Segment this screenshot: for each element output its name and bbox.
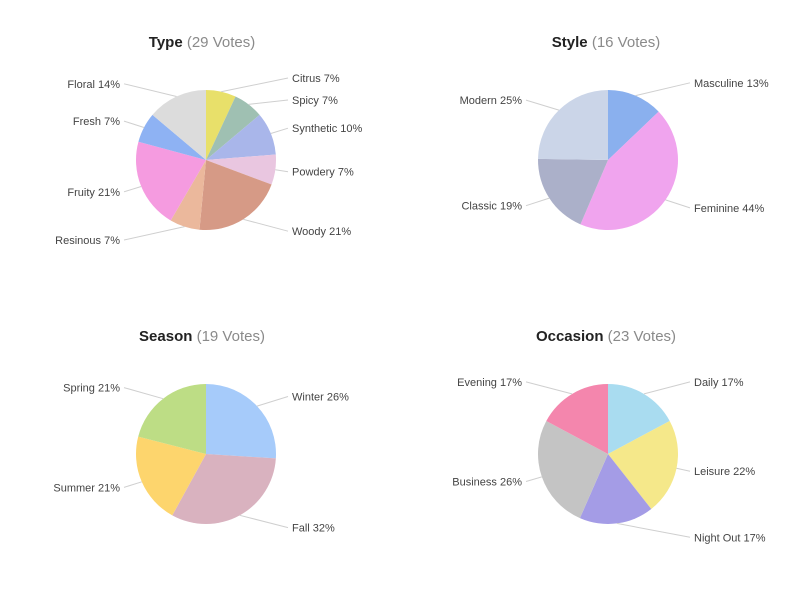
- pie-slice[interactable]: [206, 90, 236, 160]
- pie-panel-style: Style (16 Votes): [404, 10, 808, 304]
- label-connector: [243, 218, 289, 232]
- votes-count: (16 Votes): [591, 34, 661, 51]
- label-connector: [275, 169, 289, 173]
- pie-slice[interactable]: [206, 384, 276, 459]
- pie-slice[interactable]: [580, 111, 678, 230]
- votes-count: (23 Votes): [607, 328, 677, 345]
- slice-label: Winter 26%: [292, 391, 349, 403]
- chart-title-text: Style: [551, 34, 588, 51]
- pie-slice[interactable]: [152, 90, 206, 160]
- pie-slice[interactable]: [546, 384, 608, 454]
- slice-label: Spring 21%: [63, 383, 120, 395]
- slice-label: Fall 32%: [292, 523, 335, 535]
- pie-season: Winter 26% Fall 32% Spring 21% Summer 21%: [53, 383, 349, 535]
- slice-label: Daily 17%: [694, 377, 744, 389]
- chart-title: Type (29 Votes): [0, 34, 404, 51]
- slice-label: Floral 14%: [67, 79, 120, 91]
- slice-label: Summer 21%: [53, 482, 120, 494]
- label-connector: [256, 396, 289, 407]
- pie-slice[interactable]: [206, 96, 260, 160]
- label-connector: [643, 381, 691, 395]
- slice-label: Spicy 7%: [292, 95, 338, 107]
- chart-title: Style (16 Votes): [404, 34, 808, 51]
- pie-slice[interactable]: [608, 384, 670, 454]
- pie-panel-season: Season (19 Votes): [0, 304, 404, 598]
- label-connector: [123, 83, 177, 97]
- label-connector: [248, 99, 289, 105]
- pie-panel-occasion: Occasion (23 Votes): [404, 304, 808, 598]
- slice-label: Night Out 17%: [694, 532, 766, 544]
- slice-label: Fruity 21%: [67, 187, 120, 199]
- chart-title: Occasion (23 Votes): [404, 328, 808, 345]
- label-connector: [123, 226, 185, 241]
- slice-label: Powdery 7%: [292, 167, 354, 179]
- pie-occasion: Daily 17% Leisure 22% Night Out 17% Evening…: [452, 377, 765, 544]
- label-connector: [220, 77, 289, 93]
- slice-label: Business 26%: [452, 476, 522, 488]
- votes-count: (29 Votes): [186, 34, 256, 51]
- label-connector: [676, 467, 691, 472]
- pie-slice[interactable]: [170, 160, 206, 230]
- label-connector: [239, 514, 289, 529]
- slice-label: Resinous 7%: [55, 235, 120, 247]
- pie-slice[interactable]: [138, 114, 206, 160]
- slice-label: Classic 19%: [461, 201, 522, 213]
- label-connector: [270, 127, 289, 134]
- label-connector: [123, 186, 142, 193]
- pie-slice[interactable]: [206, 154, 277, 185]
- slice-label: Synthetic 10%: [292, 123, 363, 135]
- pie-slice[interactable]: [138, 384, 206, 454]
- pie-type: Citrus 7% Spicy 7% Synthetic 10% Powdery 7%…: [55, 73, 362, 247]
- pie-slice[interactable]: [537, 420, 608, 519]
- chart-title-text: Type: [148, 34, 183, 51]
- pie-slice[interactable]: [136, 436, 206, 516]
- chart-title: Season (19 Votes): [0, 328, 404, 345]
- slice-label: Woody 21%: [292, 226, 351, 238]
- pie-slice[interactable]: [538, 158, 608, 225]
- votes-count: (19 Votes): [196, 328, 265, 345]
- pie-slice[interactable]: [172, 454, 276, 524]
- pie-slice[interactable]: [579, 454, 652, 525]
- label-connector: [123, 481, 142, 488]
- label-connector: [616, 522, 691, 538]
- slice-label: Modern 25%: [460, 95, 523, 107]
- pie-slice[interactable]: [538, 90, 608, 160]
- label-connector: [525, 99, 560, 111]
- slice-label: Citrus 7%: [292, 73, 340, 85]
- label-connector: [525, 381, 573, 395]
- label-connector: [665, 199, 691, 209]
- label-connector: [635, 82, 691, 97]
- pie-panel-type: Type (29 Votes): [0, 10, 404, 304]
- pie-slice[interactable]: [135, 141, 206, 221]
- slice-label: Fresh 7%: [73, 116, 120, 128]
- pie-slice[interactable]: [608, 420, 678, 510]
- slice-label: Masculine 13%: [694, 78, 769, 90]
- slice-label: Evening 17%: [457, 377, 522, 389]
- chart-title-text: Season: [139, 328, 193, 345]
- label-connector: [123, 120, 145, 128]
- pie-slice[interactable]: [206, 114, 276, 160]
- pie-slice[interactable]: [608, 90, 659, 160]
- slice-label: Leisure 22%: [694, 466, 755, 478]
- pie-slice[interactable]: [199, 160, 272, 231]
- pie-style: Masculine 13% Feminine 44% Modern 25% Class…: [460, 78, 769, 230]
- label-connector: [525, 197, 550, 207]
- label-connector: [123, 387, 164, 400]
- label-connector: [525, 476, 542, 482]
- slice-label: Feminine 44%: [694, 203, 765, 215]
- chart-title-text: Occasion: [535, 328, 604, 345]
